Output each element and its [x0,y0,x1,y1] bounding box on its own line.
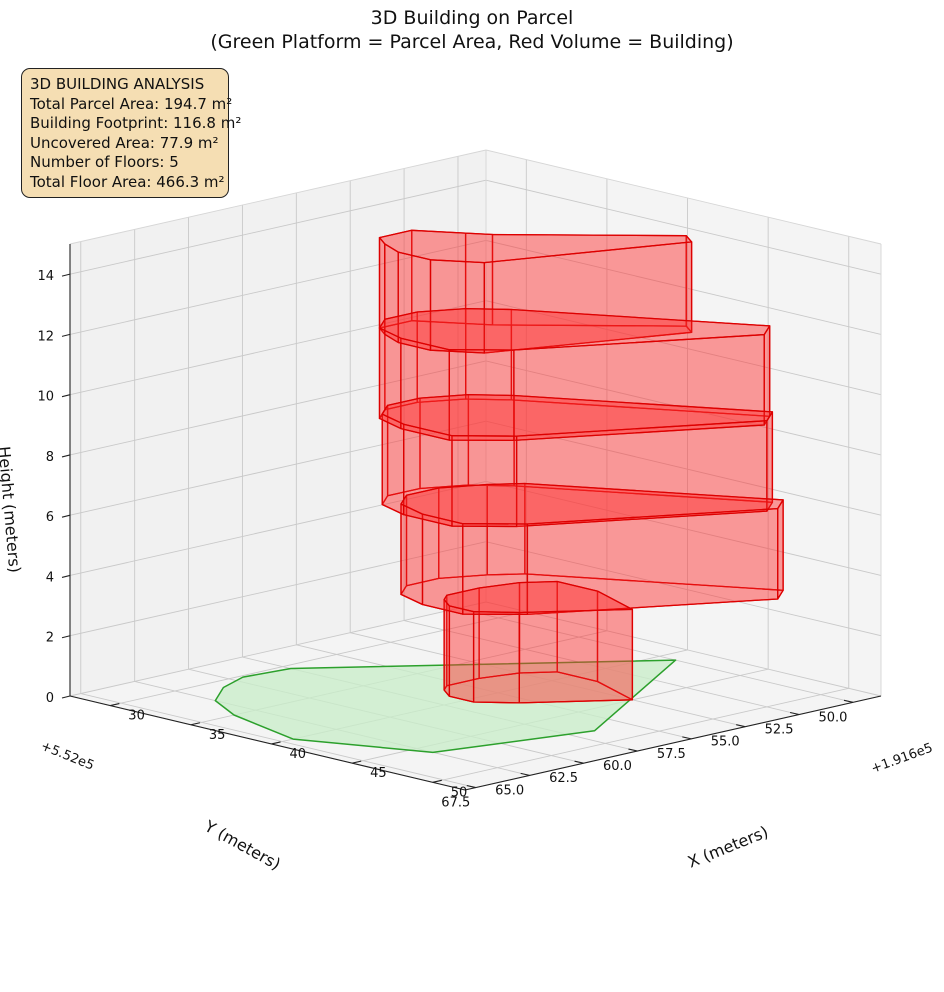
grid-line-z-right [485,179,882,275]
y-tick-label: 60.0 [603,759,632,774]
y-tick-label: 65.0 [495,783,524,798]
y-tick-label: 67.5 [441,796,470,811]
x-tick-label: 45 [370,766,387,781]
z-tick-mark [61,454,71,458]
chart-title-line-1: 3D Building on Parcel [370,7,574,29]
z-tick-label: 2 [46,631,54,646]
z-tick-label: 0 [46,691,54,706]
chart-title: 3D Building on Parcel (Green Platform = … [0,6,944,54]
floor-1-wall [518,608,634,704]
chart-title-line-2: (Green Platform = Parcel Area, Red Volum… [210,31,734,53]
floor-4-top [378,307,771,351]
z-tick-label: 10 [37,390,54,405]
grid-line-y-floor [80,693,476,789]
x-axis-offset: +1.916e5 [869,741,935,777]
floor-4-wall [763,325,771,426]
x-axis-line [464,695,882,791]
grid-line-z-left [69,420,487,516]
y-tick-label: 62.5 [549,771,578,786]
x-tick-label: 35 [209,728,226,743]
floor-2-wall [400,503,424,606]
y-axis-offset: +5.52e5 [39,739,97,774]
pane-edge [69,149,487,245]
info-line-1: 3D BUILDING ANALYSIS [30,75,205,93]
grid-line-z-left [69,179,487,275]
pane-back-right [486,150,881,696]
info-line-4: Uncovered Area: 77.9 m² [30,133,219,152]
y-tick-mark [628,748,638,752]
grid-line-z-left [69,601,487,697]
floor-2-top [400,482,784,525]
x-tick-mark [432,779,442,783]
grid-line-z-left [69,541,487,637]
floor-1-wall [443,598,451,697]
y-tick-label: 57.5 [657,747,686,762]
floor-3-wall [381,413,405,516]
floor-3-wall [766,411,774,512]
parcel-platform [214,659,677,754]
floor-1-top [443,580,634,614]
y-tick-label: 55.0 [711,735,740,750]
z-axis-label: Height (meters) [0,445,24,573]
y-tick-mark [574,760,584,764]
grid-line-z-left [69,481,487,576]
y-tick-mark [789,711,800,716]
y-tick-label: 50.0 [819,710,848,725]
z-tick-mark [61,394,71,398]
grid-line-z-right [485,601,882,697]
building-analysis-box: 3D BUILDING ANALYSIS Total Parcel Area: … [21,68,242,198]
z-tick-label: 14 [37,269,54,284]
info-line-5: Number of Floors: 5 [30,153,179,171]
grid-line-z-right [485,481,882,576]
floor-2-wall [777,499,784,600]
y-tick-mark [466,785,476,789]
x-tick-mark [271,741,281,745]
floor-1-wall [448,605,475,703]
pane-edge [485,149,882,245]
x-axis-label: X (meters) [685,822,771,871]
grid-line-z-right [485,360,882,456]
y-axis-line [69,695,466,791]
y-tick-mark [520,772,530,776]
z-tick-mark [61,574,71,579]
x-tick-mark [352,760,362,764]
y-tick-mark [682,736,692,740]
z-tick-mark [61,333,71,337]
x-tick-label: 50 [451,785,468,800]
z-tick-label: 12 [37,329,54,344]
pane-back-left [70,150,486,696]
x-tick-mark [110,703,120,707]
info-line-3: Building Footprint: 116.8 m² [30,114,242,132]
info-line-2: Total Parcel Area: 194.7 m² [30,94,233,113]
z-tick-mark [61,635,71,639]
z-tick-label: 4 [46,570,54,585]
grid-line-z-right [485,420,882,516]
info-line-6: Total Floor Area: 466.3 m² [30,172,225,191]
z-tick-mark [61,695,71,699]
grid-line-x-floor [110,611,527,707]
floor-1-wall [472,610,520,704]
x-tick-label: 30 [128,709,145,724]
floor-5-top [378,229,693,264]
y-tick-mark [736,724,746,728]
z-tick-label: 8 [46,450,54,465]
grid-line-z-right [485,541,882,637]
x-tick-label: 40 [290,747,307,762]
grid-line-y-floor [457,607,854,703]
grid-line-z-right [485,300,882,396]
grid-line-x-floor [432,687,849,783]
y-tick-label: 52.5 [765,723,794,738]
z-tick-label: 6 [46,510,54,525]
x-tick-mark [190,722,201,726]
z-tick-mark [61,514,71,518]
y-axis-label: Y (meters) [201,816,284,874]
z-tick-mark [61,273,71,277]
y-tick-mark [843,699,854,703]
floor-3-top [381,393,774,437]
